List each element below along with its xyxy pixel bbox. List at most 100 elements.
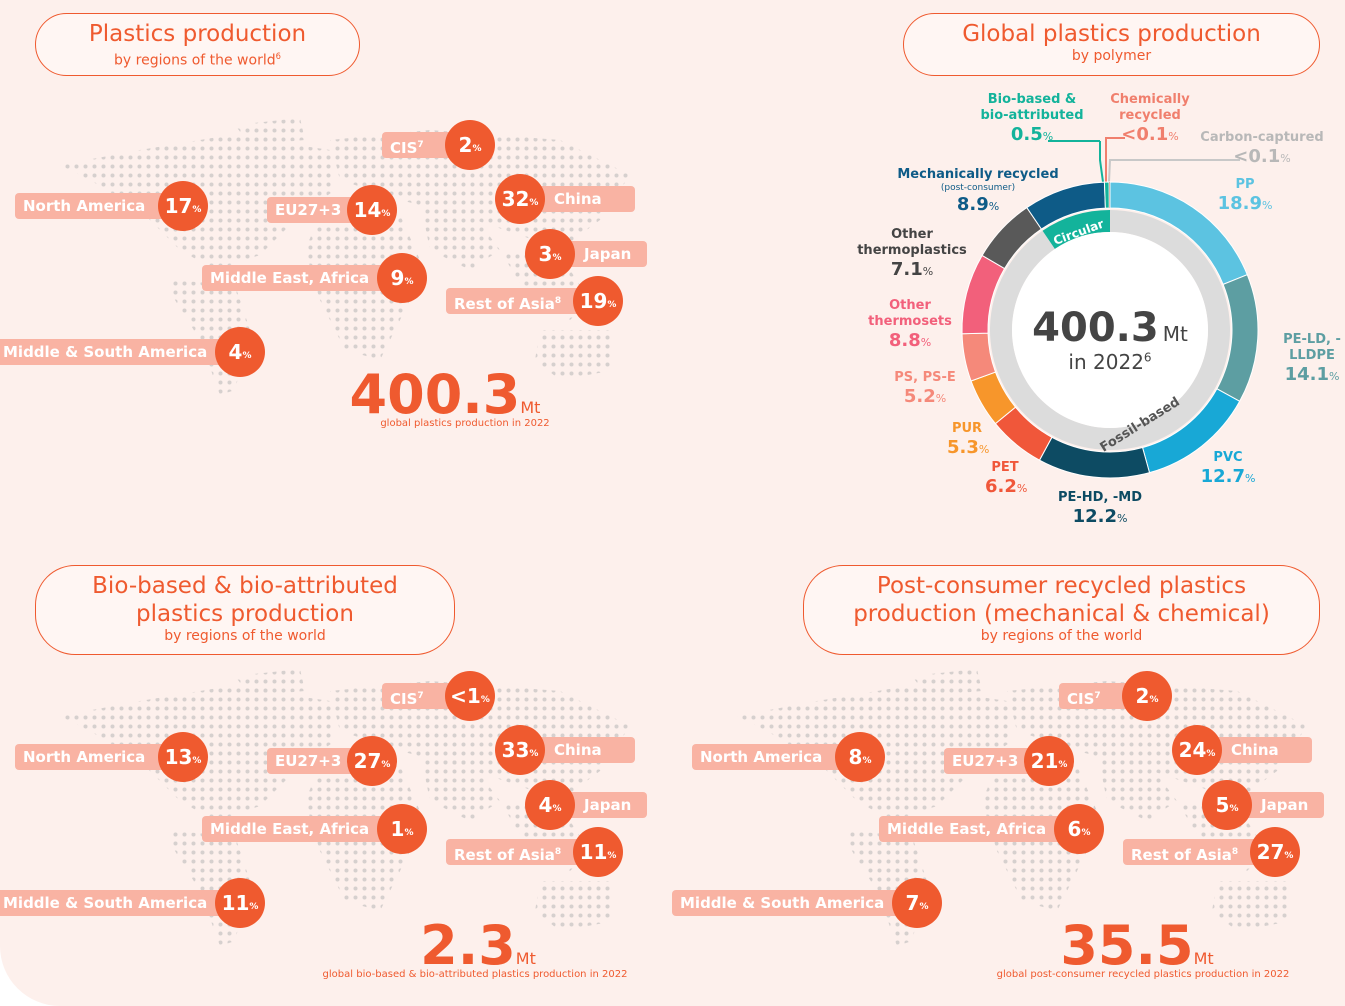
value-label: 12.2 [1072, 506, 1117, 527]
percent: % [1042, 130, 1054, 143]
region-pill: Middle East, Africa [202, 816, 402, 842]
caption: in 2022 [1068, 350, 1144, 374]
value: 5 [1215, 793, 1230, 817]
region-name: China [554, 741, 602, 759]
value: <0.1% [1192, 146, 1332, 170]
total-value: 35.5 [1060, 914, 1194, 977]
value: 27 [353, 749, 382, 773]
title-line: production (mechanical & chemical) [853, 601, 1270, 627]
name: Bio-based & bio-attributed [980, 92, 1084, 123]
region-name: North America [700, 748, 823, 766]
footnote: 6 [1143, 350, 1152, 365]
percent: % [1229, 804, 1239, 814]
value: 7 [905, 891, 920, 915]
total-unit: Mt [520, 398, 541, 417]
region-name: EU27+3 [952, 752, 1019, 770]
slice-label: PE-LD, -LLDPE 14.1% [1267, 332, 1345, 388]
region-name: Japan [584, 245, 632, 263]
value: <1 [450, 684, 481, 708]
footnote: 6 [275, 51, 281, 61]
value: 21 [1030, 749, 1059, 773]
leader-line [1108, 159, 1240, 183]
region-value: 6% [1054, 804, 1104, 854]
value: 14 [353, 198, 382, 222]
value: 18.9% [1215, 193, 1275, 217]
percent: % [552, 804, 562, 814]
footnote: 7 [417, 140, 424, 150]
center [1012, 232, 1208, 428]
percent: % [1261, 199, 1273, 212]
value: 6.2% [985, 476, 1027, 500]
region-name: Middle East, Africa [887, 820, 1047, 838]
value-label: 8.8 [888, 330, 921, 351]
caption: global bio-based & bio-attributed plasti… [322, 969, 628, 980]
region-value: <1% [445, 671, 495, 721]
value: 12.2% [1050, 506, 1150, 530]
value: 32 [501, 187, 530, 211]
percent: % [1284, 851, 1294, 861]
percent: % [1328, 370, 1340, 383]
region-name: Japan [584, 796, 632, 814]
value: 13 [164, 745, 193, 769]
donut-slice [1109, 182, 1110, 209]
percent: % [381, 209, 391, 219]
name: PE-LD, -LLDPE [1283, 332, 1341, 363]
region-value: 9% [377, 253, 427, 303]
percent: % [480, 695, 490, 705]
value: 11 [579, 840, 608, 864]
slice-label: Other thermosets 8.8% [860, 298, 960, 354]
region-name: CIS [1067, 690, 1095, 708]
value-label: 8.9 [956, 194, 989, 215]
percent: % [1280, 152, 1291, 165]
percent: % [1081, 828, 1091, 838]
donut-slice [1103, 181, 1110, 209]
name: PET [991, 460, 1019, 475]
note: (post-consumer) [940, 183, 1016, 193]
region-name: North America [23, 197, 146, 215]
slice-label: PP 18.9% [1215, 177, 1275, 217]
subtitle: by polymer [1071, 48, 1152, 64]
region-pill: Rest of Asia8 [446, 288, 598, 314]
percent: % [935, 392, 947, 405]
region-pill: North America [692, 744, 860, 770]
region-pill: Middle East, Africa [202, 265, 402, 291]
percent: % [919, 902, 929, 912]
inner-ring-circular [1042, 210, 1110, 249]
name: PVC [1213, 450, 1243, 465]
name: PE-HD, -MD [1057, 490, 1143, 505]
region-name: Middle & South America [3, 343, 208, 361]
slice-label: Other thermoplastics 7.1% [852, 227, 972, 283]
slice-label: PE-HD, -MD 12.2% [1050, 490, 1150, 530]
name: PS, PS-E [894, 370, 956, 385]
percent: % [1244, 472, 1256, 485]
region-name: EU27+3 [275, 201, 342, 219]
region-pill: Middle & South America [0, 339, 240, 365]
value-label: 5.3 [947, 437, 979, 458]
name: Other thermosets [868, 298, 952, 329]
title-line: Post-consumer recycled plastics [876, 573, 1247, 599]
region-name: North America [23, 748, 146, 766]
region-pill: North America [15, 744, 183, 770]
value: 24 [1178, 738, 1207, 762]
region-value: 14% [347, 185, 397, 235]
value-label: 7.1 [890, 259, 923, 280]
value: 5.3% [947, 437, 989, 461]
footnote: 7 [417, 691, 424, 701]
name: Other thermoplastics [857, 227, 967, 258]
name: PUR [951, 421, 983, 436]
region-pill: Middle East, Africa [879, 816, 1079, 842]
subtitle: by regions of the world [980, 628, 1143, 644]
region-name: China [1231, 741, 1279, 759]
value-label: 12.7 [1200, 466, 1245, 487]
total-unit: Mt [1193, 949, 1214, 968]
region-value: 11% [573, 827, 623, 877]
region-value: 27% [1250, 827, 1300, 877]
value: <0.1% [1100, 124, 1200, 148]
region-value: 5% [1202, 780, 1252, 830]
value: 0.5% [977, 124, 1087, 148]
value: 12.7% [1198, 466, 1258, 490]
percent: % [242, 351, 252, 361]
region-value: 2% [445, 120, 495, 170]
value-label: <0.1 [1121, 124, 1169, 145]
